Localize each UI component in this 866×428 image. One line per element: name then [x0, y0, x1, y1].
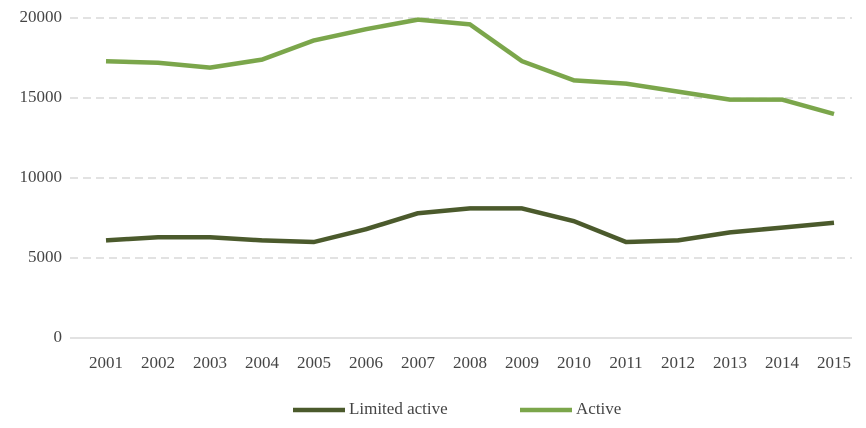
- x-tick-label: 2003: [193, 353, 227, 372]
- x-tick-label: 2015: [817, 353, 851, 372]
- x-tick-label: 2013: [713, 353, 747, 372]
- y-tick-label: 15000: [20, 87, 63, 106]
- series-line: [105, 206, 835, 245]
- x-tick-label: 2007: [401, 353, 436, 372]
- x-tick-label: 2009: [505, 353, 539, 372]
- y-tick-label: 5000: [28, 247, 62, 266]
- x-tick-label: 2002: [141, 353, 175, 372]
- x-tick-label: 2001: [89, 353, 123, 372]
- x-tick-label: 2006: [349, 353, 383, 372]
- x-tick-label: 2011: [609, 353, 642, 372]
- legend-label: Limited active: [349, 399, 448, 418]
- x-tick-label: 2004: [245, 353, 280, 372]
- x-tick-label: 2005: [297, 353, 331, 372]
- x-tick-label: 2008: [453, 353, 487, 372]
- y-tick-label: 20000: [20, 7, 63, 26]
- series-line: [105, 17, 835, 117]
- x-tick-label: 2010: [557, 353, 591, 372]
- y-tick-label: 10000: [20, 167, 63, 186]
- x-tick-label: 2012: [661, 353, 695, 372]
- legend-label: Active: [576, 399, 621, 418]
- x-tick-label: 2014: [765, 353, 800, 372]
- y-tick-label: 0: [54, 327, 63, 346]
